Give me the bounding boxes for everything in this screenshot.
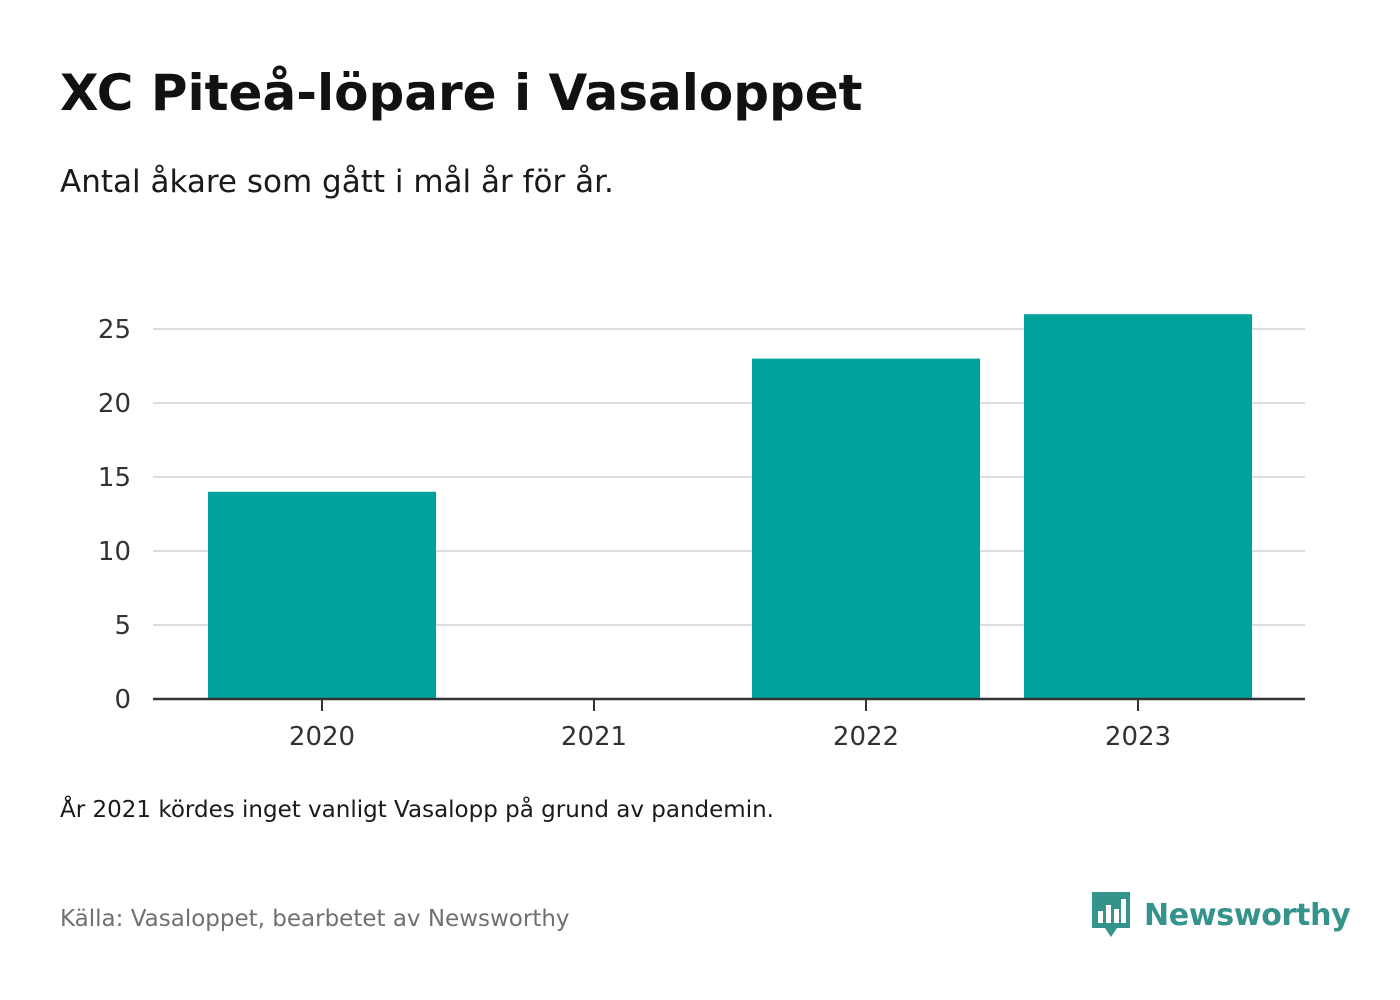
bars — [208, 314, 1252, 699]
y-tick-label: 20 — [98, 389, 131, 419]
chart-title: XC Piteå-löpare i Vasaloppet — [60, 64, 863, 122]
axes: 0 5 10 15 20 25 2020 2021 2022 2023 — [98, 315, 1305, 752]
newsworthy-logo-icon — [1092, 892, 1130, 937]
y-tick-label: 10 — [98, 537, 131, 567]
x-tick-label: 2020 — [289, 722, 355, 752]
x-tick-label: 2022 — [833, 722, 899, 752]
chart-subtitle: Antal åkare som gått i mål år för år. — [60, 164, 614, 200]
brand-name: Newsworthy — [1144, 897, 1351, 933]
brand-logo: Newsworthy — [1090, 890, 1351, 940]
y-tick-label: 25 — [98, 315, 131, 345]
bar-2023 — [1024, 314, 1252, 699]
source-credit: Källa: Vasaloppet, bearbetet av Newswort… — [60, 906, 570, 932]
bar-2022 — [752, 358, 980, 699]
x-tick-label: 2021 — [561, 722, 627, 752]
bar-chart: 0 5 10 15 20 25 2020 2021 2022 2023 — [98, 314, 1305, 752]
y-tick-label: 5 — [114, 611, 131, 641]
x-tick-label: 2023 — [1105, 722, 1171, 752]
bar-2020 — [208, 491, 436, 699]
y-tick-label: 0 — [114, 685, 131, 715]
chart-note: År 2021 kördes inget vanligt Vasalopp på… — [60, 797, 774, 823]
y-tick-label: 15 — [98, 463, 131, 493]
